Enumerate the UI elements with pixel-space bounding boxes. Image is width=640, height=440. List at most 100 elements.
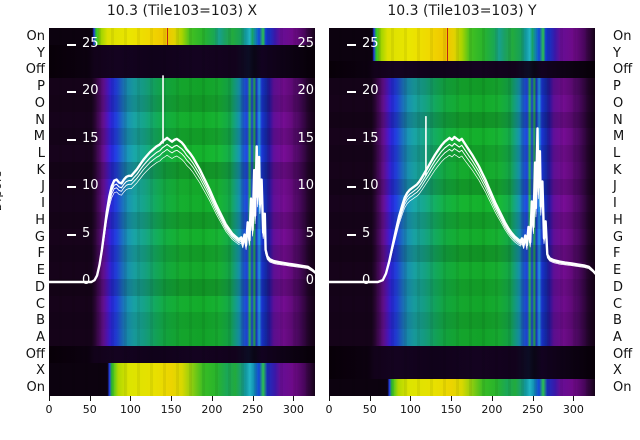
heatmap-row-p-3 xyxy=(329,78,595,96)
heatmap-row-b-17 xyxy=(49,312,315,330)
x-axis-tick-label: 0 xyxy=(325,403,333,416)
heatmap-row-n-5 xyxy=(49,111,315,129)
x-axis-tick xyxy=(410,396,412,401)
heatmap-row-y-1 xyxy=(329,44,595,63)
heatmap-row-k-8 xyxy=(49,161,315,180)
overlay-ytick-label: 0 xyxy=(82,273,91,288)
dipole-label-left-e-14: E xyxy=(36,263,45,279)
x-axis-tick-label: 100 xyxy=(119,403,141,416)
dipole-label-left-i-10: I xyxy=(41,196,45,212)
dipole-label-left-d-15: D xyxy=(34,279,45,295)
heatmap-row-d-15 xyxy=(49,278,315,297)
heatmap-row-c-16 xyxy=(49,295,315,313)
x-axis-tick xyxy=(573,396,575,401)
dipole-label-right-c-16: C xyxy=(613,296,623,312)
overlay-ytick-label: 25 xyxy=(362,36,379,51)
dipole-label-right-off-2: Off xyxy=(613,62,633,78)
dipole-label-right-x-20: X xyxy=(613,363,622,379)
overlay-ytick-label-right: 5 xyxy=(305,225,314,241)
heatmap-row-c-16 xyxy=(329,295,595,313)
overlay-ytick-label: 15 xyxy=(82,130,99,146)
x-axis-tick xyxy=(329,396,330,401)
dipole-label-right-d-15: D xyxy=(613,279,624,295)
heatmap-row-i-10 xyxy=(329,195,595,213)
overlay-ytick-label-right: 10 xyxy=(297,178,314,194)
overlay-ytick-dash xyxy=(347,186,356,189)
x-axis-tick xyxy=(252,396,254,401)
heatmap-row-a-18 xyxy=(329,329,595,347)
overlay-ytick-dash xyxy=(67,91,76,94)
dipole-label-left-x-20: X xyxy=(36,363,45,379)
dipole-label-right-a-18: A xyxy=(613,329,622,345)
dipole-label-left-c-16: C xyxy=(35,296,45,312)
heatmap-row-e-14 xyxy=(329,262,595,280)
dipole-label-left-y-1: Y xyxy=(37,45,45,61)
dipole-label-right-on-21: On xyxy=(613,380,632,396)
panel-y-title: 10.3 (Tile103=103) Y xyxy=(387,3,537,19)
heatmap-row-b-17 xyxy=(329,312,595,330)
red-marker-line xyxy=(167,28,169,45)
overlay-ytick-label: 0 xyxy=(362,273,371,288)
heatmap-row-j-9 xyxy=(329,178,595,196)
x-axis-tick-label: 250 xyxy=(242,403,264,416)
heatmap-row-on-21 xyxy=(49,379,315,396)
overlay-ytick-label-right: 15 xyxy=(297,130,314,146)
x-axis-tick-label: 250 xyxy=(522,403,544,416)
dipole-label-left-g-12: G xyxy=(34,229,45,245)
overlay-ytick-label: 20 xyxy=(362,83,379,99)
dipole-label-right-l-7: L xyxy=(613,145,621,161)
heatmap-row-h-11 xyxy=(329,212,595,230)
heatmap-row-off-2 xyxy=(329,61,595,79)
dipole-label-right-h-11: H xyxy=(613,212,623,228)
dipole-label-right-f-13: F xyxy=(613,246,621,262)
dipole-label-right-b-17: B xyxy=(613,313,622,329)
dipole-label-left-l-7: L xyxy=(37,145,45,161)
overlay-ytick-dash xyxy=(67,44,76,46)
overlay-ytick-label: 10 xyxy=(362,178,379,194)
heatmap-row-n-5 xyxy=(329,111,595,129)
heatmap-row-x-20 xyxy=(49,362,315,380)
overlay-ytick-label: 5 xyxy=(362,225,371,241)
x-axis-tick-label: 0 xyxy=(45,403,53,416)
x-axis-tick xyxy=(532,396,534,401)
dipole-label-left-on-0: On xyxy=(26,28,45,44)
overlay-curve-y xyxy=(329,116,595,284)
x-axis-tick xyxy=(293,396,295,401)
channel-texture xyxy=(329,28,595,396)
dipole-label-left-off-2: Off xyxy=(25,62,45,78)
heatmap-row-j-9 xyxy=(49,178,315,196)
overlay-ytick-label-right: 0 xyxy=(305,273,314,288)
x-axis-tick-label: 50 xyxy=(362,403,377,416)
overlay-ytick-label-right: 25 xyxy=(297,36,314,51)
heatmap-row-k-8 xyxy=(329,161,595,180)
panel-x-title: 10.3 (Tile103=103) X xyxy=(106,3,258,19)
heatmap-row-l-7 xyxy=(329,145,595,163)
dipole-label-left-h-11: H xyxy=(35,212,45,228)
dipole-label-right-e-14: E xyxy=(613,263,622,279)
dipole-label-left-a-18: A xyxy=(36,329,45,345)
heatmap-row-a-18 xyxy=(49,329,315,347)
dipole-label-right-k-8: K xyxy=(613,162,622,178)
channel-texture xyxy=(49,28,315,396)
x-axis-tick xyxy=(369,396,371,401)
x-axis-tick-label: 300 xyxy=(282,403,304,416)
dipole-label-right-n-5: N xyxy=(613,112,623,128)
panel-y: 25 20 15 10 5 0 xyxy=(329,28,595,396)
dipole-label-right-off-19: Off xyxy=(613,346,633,362)
x-axis-tick-label: 100 xyxy=(399,403,421,416)
overlay-ytick-label: 15 xyxy=(362,130,379,146)
x-axis-tick-label: 150 xyxy=(160,403,182,416)
heatmap-row-f-13 xyxy=(49,245,315,263)
dipole-label-left-off-19: Off xyxy=(25,346,45,362)
x-axis-tick xyxy=(451,396,453,401)
overlay-ytick-dash xyxy=(347,138,356,141)
dipole-label-left-j-9: J xyxy=(41,179,45,195)
overlay-ytick-dash xyxy=(347,91,356,94)
dipole-label-right-p-3: P xyxy=(613,79,621,95)
heatmap-row-p-3 xyxy=(49,78,315,96)
heatmap-row-on-21 xyxy=(329,379,595,396)
x-axis-tick xyxy=(211,396,213,401)
dipole-label-left-k-8: K xyxy=(36,162,45,178)
overlay-ytick-dash xyxy=(67,138,76,141)
overlay-ytick-label: 5 xyxy=(82,225,91,241)
